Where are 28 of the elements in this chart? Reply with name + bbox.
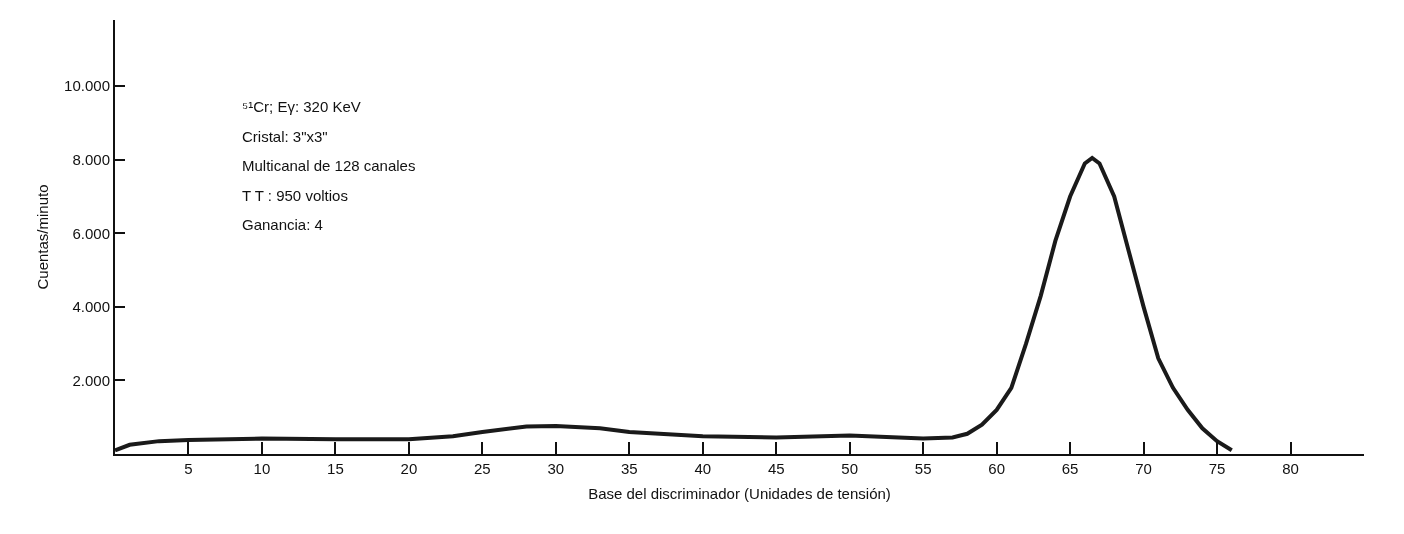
x-tick-label: 20 xyxy=(400,460,418,477)
annotation: Ganancia: 4 xyxy=(242,216,323,233)
annotation: T T : 950 voltios xyxy=(242,187,348,204)
annotation: Cristal: 3"x3" xyxy=(242,128,328,145)
y-tick-label: 10.000 xyxy=(64,77,110,95)
x-tick-label: 55 xyxy=(914,460,932,477)
x-tick-label: 60 xyxy=(988,460,1005,477)
annotation: Multicanal de 128 canales xyxy=(242,157,416,174)
x-tick-label: 70 xyxy=(1135,460,1152,477)
x-tick-label: 65 xyxy=(1061,460,1079,477)
x-tick-label: 30 xyxy=(547,460,565,477)
x-tick-label: 35 xyxy=(620,460,638,477)
x-tick-label: 5 xyxy=(184,460,193,477)
y-axis-title: Cuentas/minuto xyxy=(33,184,51,290)
y-tick-label: 6.000 xyxy=(72,224,110,242)
y-tick-label: 4.000 xyxy=(72,298,110,316)
x-axis-title: Base del discriminador (Unidades de tensión) xyxy=(588,484,891,502)
x-tick-label: 40 xyxy=(694,460,712,477)
x-tick-label: 15 xyxy=(327,460,344,477)
x-tick-label: 50 xyxy=(841,460,859,477)
x-tick-label: 10 xyxy=(253,460,271,477)
x-tick-label: 75 xyxy=(1208,460,1226,477)
y-tick-label: 8.000 xyxy=(72,151,110,169)
x-tick-label: 45 xyxy=(767,460,785,477)
y-tick-label: 2.000 xyxy=(72,371,110,389)
x-tick-label: 80 xyxy=(1282,460,1299,477)
annotation: ⁵¹Cr; Eγ: 320 KeV xyxy=(242,98,361,115)
x-tick-label: 25 xyxy=(474,460,491,477)
